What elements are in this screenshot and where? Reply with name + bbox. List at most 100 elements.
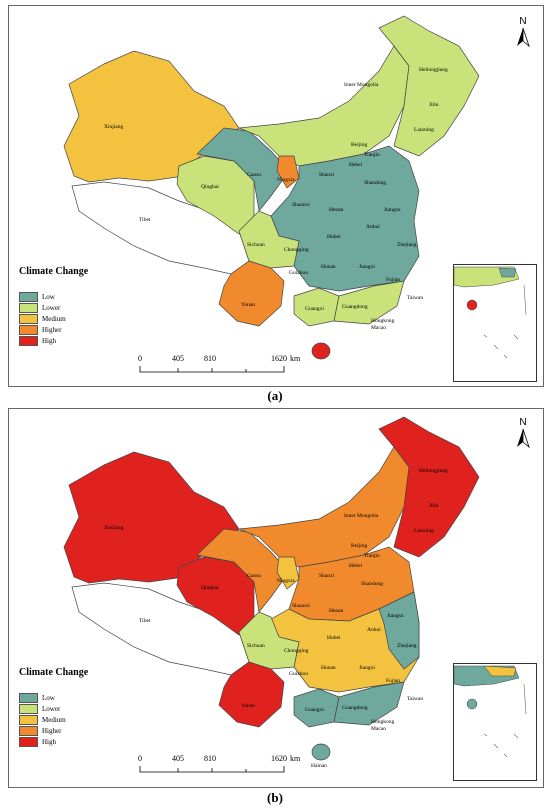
label-guizhou: Guizhou — [289, 270, 308, 276]
label-guangdong: Guangdong — [342, 705, 368, 711]
label-inner-mongolia: Inner Mongolia — [344, 82, 379, 88]
label-beijing: Beijing — [351, 142, 367, 148]
region-northeast — [378, 15, 480, 157]
label-qinghai: Qinghai — [201, 184, 219, 190]
legend-swatch — [19, 291, 38, 302]
label-hongkong: Hongkong — [371, 719, 394, 725]
legend-item-lower: Lower — [19, 302, 66, 313]
region-gansu — [196, 127, 290, 212]
label-shaanxi: Shaanxi — [292, 603, 310, 609]
label-zhejiang: Zhejiang — [397, 643, 417, 649]
label-chongqing: Chongqing — [284, 247, 309, 253]
label-liaoning: Liaoning — [414, 127, 434, 133]
label-jiangxi: Jiangxi — [359, 665, 375, 671]
caption-b: (b) — [267, 790, 283, 805]
label-fujian: Fujian — [386, 277, 400, 283]
region-guangdong — [333, 280, 405, 325]
label-tianjin: Tianjin — [364, 553, 380, 559]
label-xinjiang: Xinjiang — [104, 124, 123, 130]
legend-item-lower: Lower — [19, 703, 66, 714]
legend-swatch — [19, 714, 38, 725]
inset-map — [454, 665, 527, 758]
legend-item-high: High — [19, 335, 66, 346]
region-ningxia — [276, 556, 300, 590]
label-hainan: Hainan — [311, 763, 327, 769]
map-panel-b: Xinjiang Tibet Qinghai Gansu Ningxia Inn… — [8, 408, 544, 788]
scale-bar: 0 405 810 1620 km — [134, 354, 334, 378]
legend-swatch — [19, 335, 38, 346]
legend-item-low: Low — [19, 291, 66, 302]
label-anhui: Anhui — [366, 224, 380, 230]
label-henan: Henan — [329, 207, 344, 213]
legend-swatch — [19, 324, 38, 335]
label-beijing: Beijing — [351, 543, 367, 549]
label-taiwan: Taiwan — [407, 696, 423, 702]
region-hainan — [311, 342, 331, 360]
legend-item-medium: Medium — [19, 313, 66, 324]
label-taiwan: Taiwan — [407, 295, 423, 301]
label-tianjin: Tianjin — [364, 152, 380, 158]
legend-swatch — [19, 736, 38, 747]
region-northeast — [378, 416, 480, 558]
label-fujian: Fujian — [386, 678, 400, 684]
label-hubei: Hubei — [327, 635, 341, 641]
label-tibet: Tibet — [139, 618, 151, 624]
china-map-b: Xinjiang Tibet Qinghai Gansu Ningxia Inn… — [63, 416, 480, 769]
legend-item-low: Low — [19, 692, 66, 703]
label-qinghai: Qinghai — [201, 585, 219, 591]
label-liaoning: Liaoning — [414, 528, 434, 534]
label-guizhou: Guizhou — [289, 671, 308, 677]
legend-item-high: High — [19, 736, 66, 747]
label-anhui: Anhui — [367, 627, 381, 633]
label-sichuan: Sichuan — [247, 242, 265, 248]
label-hubei: Hubei — [327, 234, 341, 240]
legend-item-higher: Higher — [19, 324, 66, 335]
label-jilin: Jilin — [429, 503, 439, 509]
label-ningxia: Ningxia — [277, 177, 295, 183]
label-shandong: Shandong — [361, 581, 383, 587]
label-hunan: Hunan — [321, 264, 336, 270]
label-shanxi: Shanxi — [319, 573, 335, 579]
label-chongqing: Chongqing — [284, 648, 309, 654]
label-hebei: Hebei — [349, 162, 363, 168]
legend-swatch — [19, 692, 38, 703]
label-guangxi: Guangxi — [305, 707, 324, 713]
inset-south-china-sea — [453, 663, 537, 781]
north-arrow-icon: N — [514, 417, 532, 449]
legend-a: Low Lower Medium Higher High — [19, 291, 66, 346]
label-jiangsu: Jiangsu — [384, 207, 401, 213]
legend-swatch — [19, 725, 38, 736]
label-zhejiang: Zhejiang — [397, 242, 417, 248]
label-gansu: Gansu — [247, 573, 261, 579]
label-heilongjiang: Heilongjiang — [419, 67, 448, 73]
legend-title: Climate Change — [19, 667, 89, 678]
legend-swatch — [19, 703, 38, 714]
label-ningxia: Ningxia — [277, 578, 295, 584]
map-panel-a: Xinjiang Tibet Qinghai Gansu Ningxia Inn… — [8, 5, 544, 387]
label-hongkong: Hongkong — [371, 318, 394, 324]
label-sichuan: Sichuan — [247, 643, 265, 649]
label-macao: Macao — [371, 325, 386, 331]
legend-swatch — [19, 302, 38, 313]
china-map-a: Xinjiang Tibet Qinghai Gansu Ningxia Inn… — [63, 15, 480, 360]
caption-a: (a) — [267, 388, 283, 403]
region-east-coast — [378, 591, 420, 670]
label-heilongjiang: Heilongjiang — [419, 468, 448, 474]
north-arrow-shape — [517, 27, 530, 48]
label-shanxi: Shanxi — [319, 172, 335, 178]
label-hunan: Hunan — [321, 665, 336, 671]
region-guangdong — [333, 681, 405, 726]
label-jiangxi: Jiangxi — [359, 264, 375, 270]
label-yunan: Yunan — [241, 302, 255, 308]
legend-b: Low Lower Medium Higher High — [19, 692, 66, 747]
legend-title: Climate Change — [19, 266, 89, 277]
label-gansu: Gansu — [247, 172, 261, 178]
label-guangxi: Guangxi — [305, 306, 324, 312]
label-shandong: Shandong — [364, 180, 386, 186]
inset-south-china-sea — [453, 264, 537, 382]
label-jiangsu: Jiangsu — [387, 613, 404, 619]
label-inner-mongolia: Inner Mongolia — [344, 513, 379, 519]
label-tibet: Tibet — [139, 217, 151, 223]
region-yunan — [218, 661, 285, 728]
north-arrow-shape — [517, 428, 530, 449]
